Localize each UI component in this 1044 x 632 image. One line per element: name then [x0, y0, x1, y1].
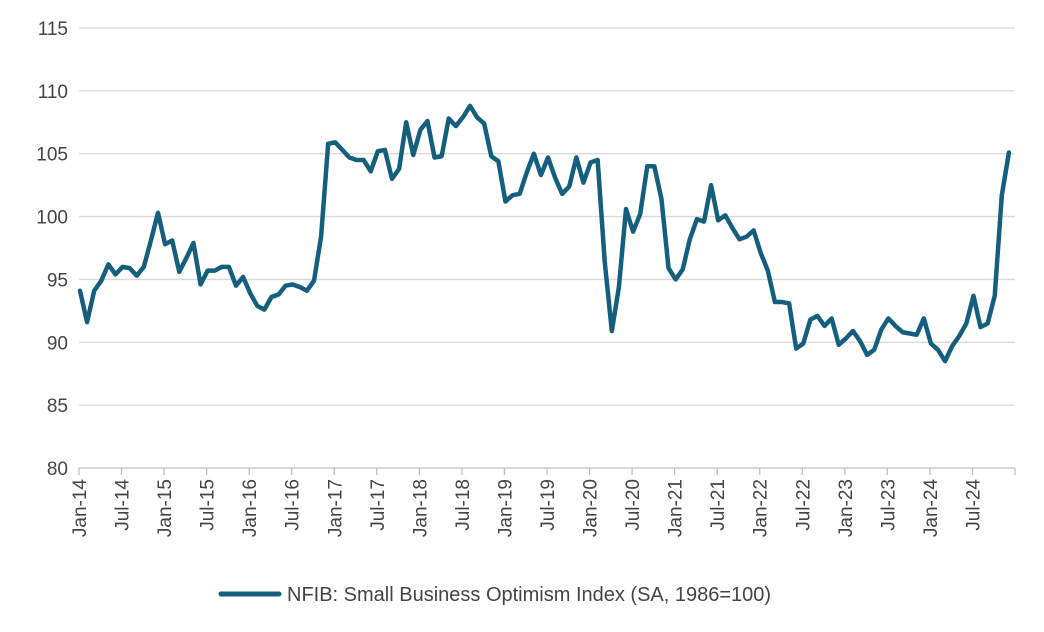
y-tick-label: 115: [38, 19, 68, 40]
x-tick-label: Jan-18: [410, 479, 431, 537]
gridlines: [79, 27, 1015, 469]
x-tick-label: Jan-23: [836, 479, 857, 537]
series-group: [77, 103, 1012, 364]
x-tick-label: Jul-24: [963, 479, 984, 531]
y-tick-label: 90: [47, 333, 68, 354]
legend-label: NFIB: Small Business Optimism Index (SA,…: [287, 584, 771, 606]
x-tick-label: Jan-16: [240, 479, 261, 537]
y-tick-label: 80: [47, 459, 68, 480]
x-tick-label: Jul-16: [283, 479, 304, 531]
x-tick-label: Jan-15: [155, 479, 176, 537]
y-axis: 80 85 90 95 100 105 110 115: [36, 19, 68, 480]
y-tick-label: 100: [36, 208, 68, 229]
x-tick-label: Jan-14: [70, 479, 91, 538]
legend: NFIB: Small Business Optimism Index (SA,…: [218, 584, 771, 606]
x-tick-label: Jul-23: [878, 479, 899, 531]
x-tick-label: Jan-21: [666, 479, 687, 537]
x-tick-label: Jan-19: [495, 479, 516, 537]
x-tick-label: Jul-21: [708, 479, 729, 531]
x-tick-label: Jul-17: [368, 479, 389, 531]
y-tick-label: 85: [47, 396, 68, 417]
x-tick-label: Jul-22: [793, 479, 814, 531]
x-tick-label: Jan-17: [325, 479, 346, 537]
x-tick-label: Jan-22: [751, 479, 772, 537]
x-tick-label: Jan-24: [921, 479, 942, 538]
x-tick-label: Jul-20: [623, 479, 644, 531]
x-tick-label: Jul-19: [538, 479, 559, 531]
x-axis: Jan-14 Jul-14 Jan-15 Jul-15 Jan-16 Jul-16 Jan-…: [70, 468, 1016, 538]
series-line-nfib: [77, 103, 1012, 364]
y-tick-label: 110: [38, 82, 68, 103]
y-tick-label: 105: [36, 145, 68, 166]
x-tick-label: Jul-18: [453, 479, 474, 531]
x-tick-label: Jul-14: [113, 479, 134, 531]
y-tick-label: 95: [47, 270, 68, 291]
x-tick-label: Jan-20: [581, 479, 602, 537]
x-tick-label: Jul-15: [198, 479, 219, 531]
